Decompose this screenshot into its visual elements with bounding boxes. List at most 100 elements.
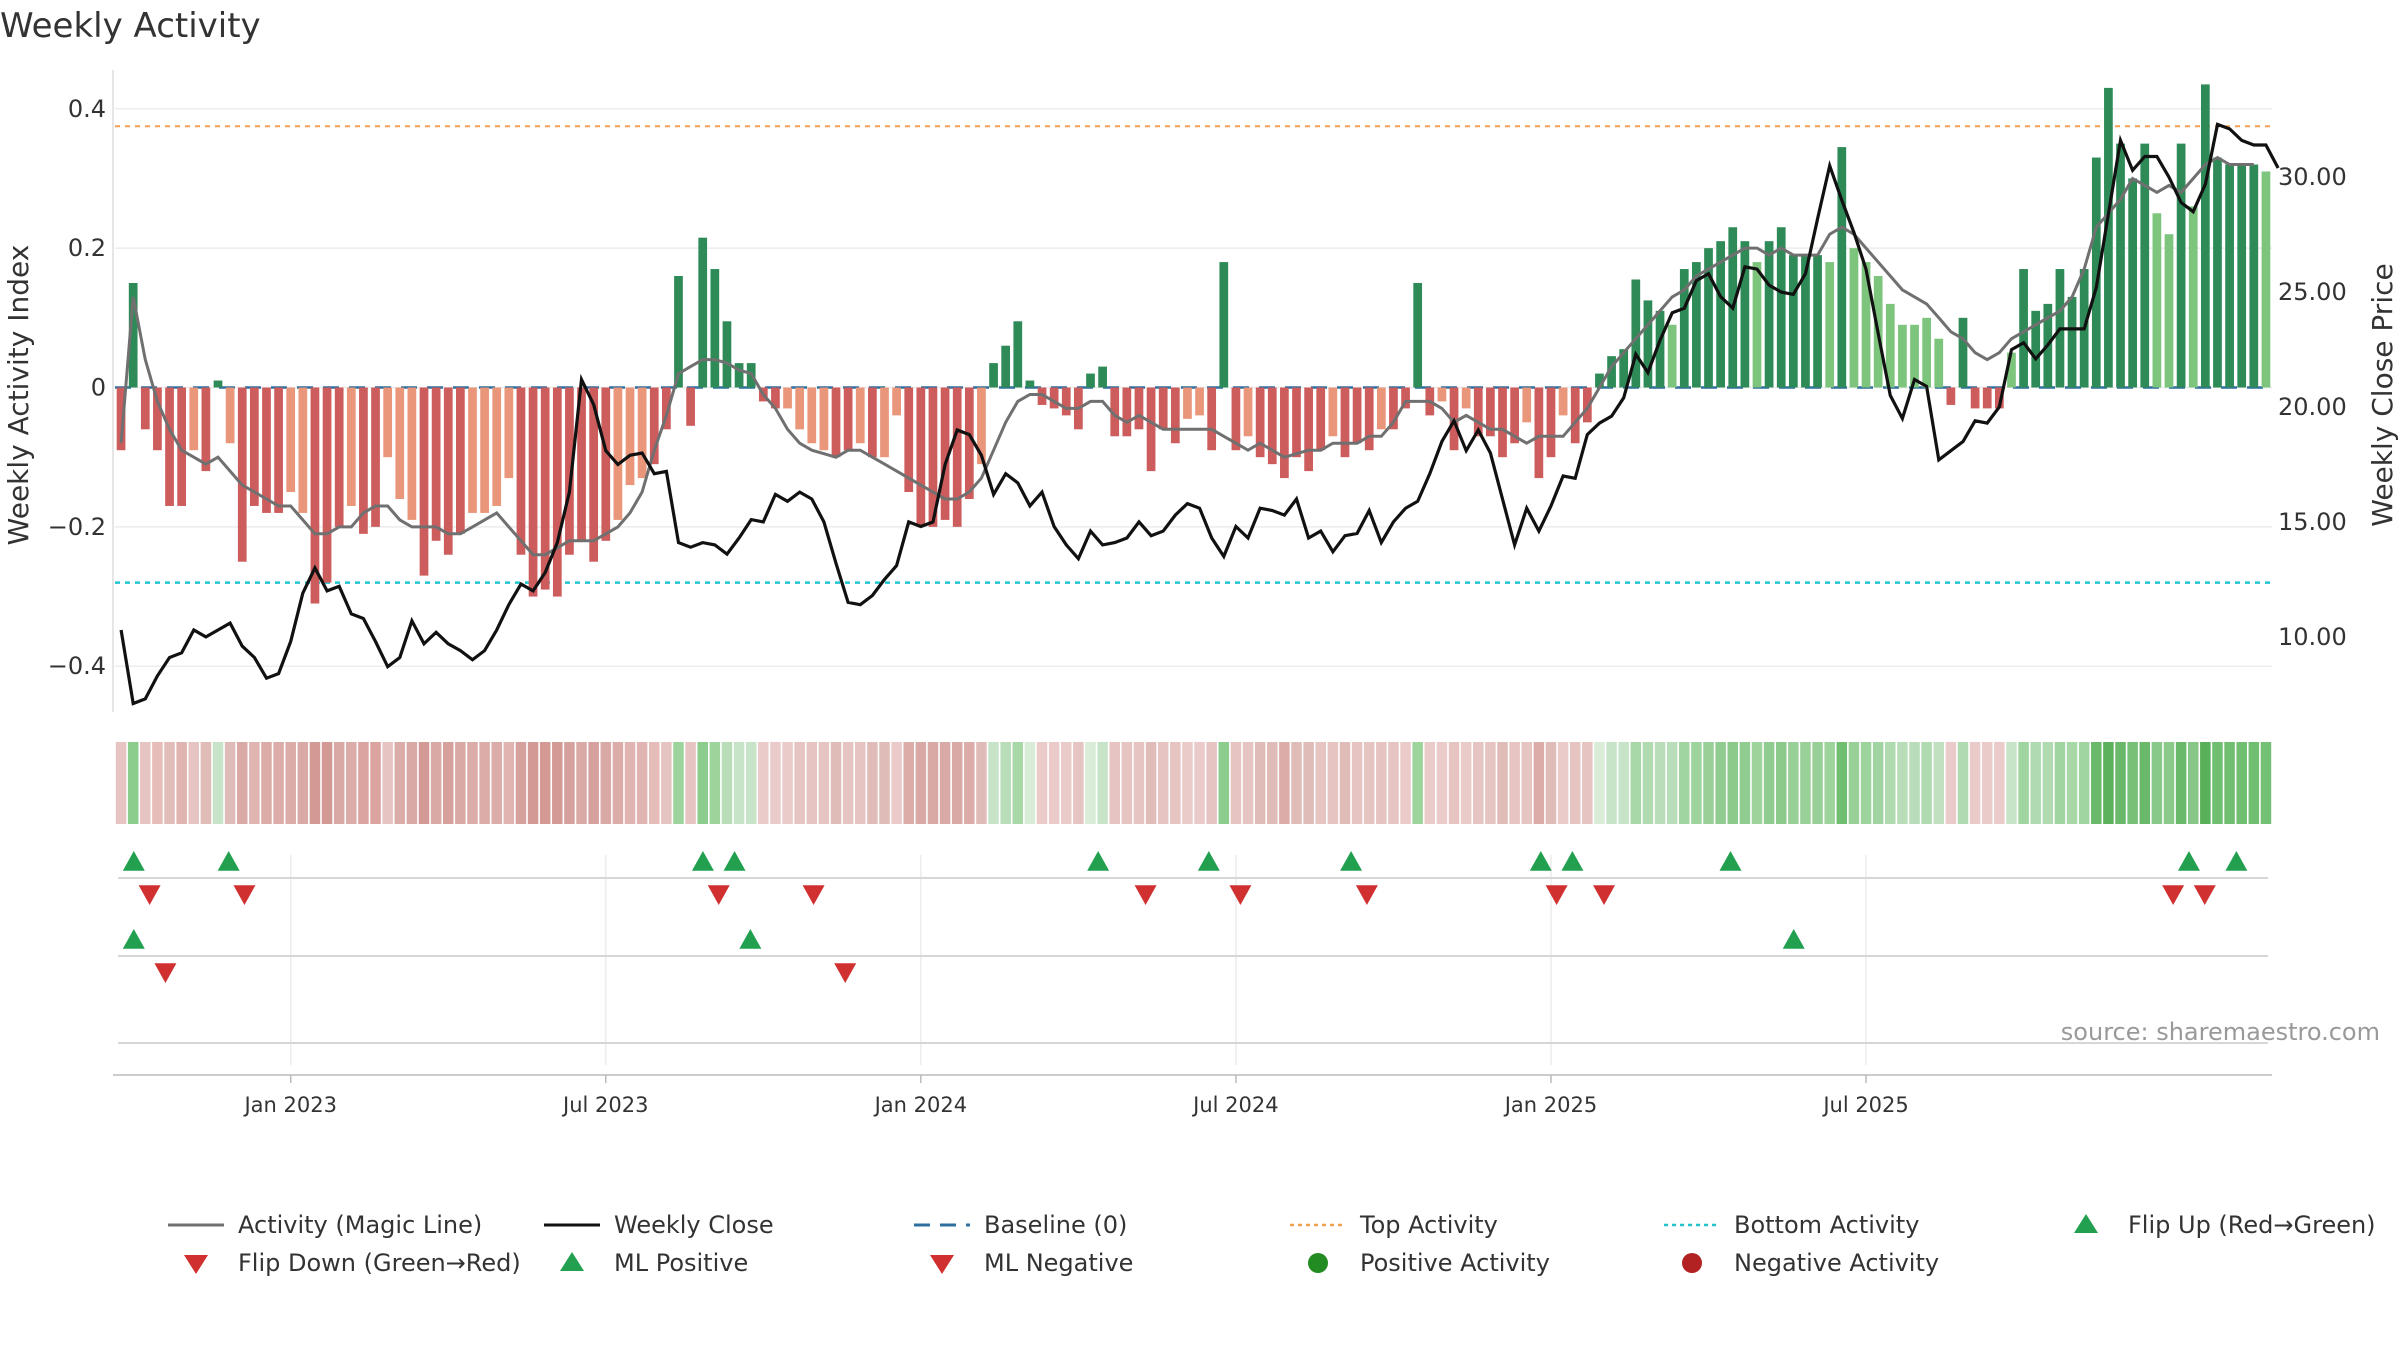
strip-cell [1388,742,1399,824]
legend-swatch [2074,1214,2098,1233]
y-axis-ticks: 0.4 0.2 0 −0.2 −0.4 [48,95,106,680]
strip-cell [842,742,854,824]
strip-cell [2115,742,2126,824]
strip-cell [527,742,539,824]
strip-cell [2018,742,2029,824]
strip-cell [1727,742,1739,824]
strip-cell [1594,742,1605,824]
strip-cell [455,742,466,824]
flip-down-marker [138,885,161,905]
flip-down-marker [2162,885,2185,905]
strip-cell [539,742,551,824]
legend-entry: ML Negative [930,1249,1133,1277]
strip-cell [1351,742,1363,824]
strip-cell [1012,742,1024,824]
activity-bar [952,387,962,527]
strip-cell [1788,742,1799,824]
strip-cell [564,742,575,824]
activity-bar [710,269,720,388]
strip-cell [927,742,939,824]
strip-cell [1618,742,1629,824]
y-tick-label: 0 [91,374,106,402]
activity-bar [698,237,708,388]
activity-bar [2200,84,2210,388]
activity-bar [116,387,126,451]
strip-cell [1824,742,1835,824]
activity-bar [1910,324,1919,388]
activity-bar [274,387,283,513]
activity-bar [431,387,441,541]
strip-cell [758,742,769,824]
strip-cell [1885,742,1896,824]
strip-cell [1303,742,1314,824]
activity-bar [686,387,695,426]
y-axis-label: Weekly Activity Index [2,245,35,546]
ml-positive-marker [122,929,145,949]
strip-cell [1242,742,1254,824]
strip-cell [1170,742,1181,824]
strip-cell [1230,742,1242,824]
strip-cell [1800,742,1811,824]
strip-cell [176,742,187,824]
strip-cell [418,742,430,824]
strip-cell [1909,742,1920,824]
strip-cell [164,742,175,824]
activity-bar [577,387,586,541]
activity-bar [1122,387,1132,437]
flip-down-marker [802,885,825,905]
strip-cell [1473,742,1484,824]
activity-bar [1643,300,1653,388]
activity-bar [1595,373,1604,388]
strip-cell [2030,742,2041,824]
legend-entry: Bottom Activity [1664,1211,1919,1239]
activity-bar [637,387,647,479]
y2-tick-label: 25.00 [2278,278,2347,306]
strip-cell [406,742,418,824]
flip-up-marker [1719,851,1742,871]
x-tick-label: Jul 2024 [1191,1093,1278,1117]
activity-bar [2116,143,2125,388]
strip-cell [1145,742,1157,824]
x-tick-label: Jan 2024 [873,1093,968,1117]
x-tick-label: Jul 2023 [561,1093,648,1117]
strip-cell [1872,742,1884,824]
activity-bar [2128,178,2138,388]
activity-bars [116,84,2271,604]
activity-bar [892,387,901,416]
activity-bar [1970,387,1980,409]
strip-cell [333,742,345,824]
legend-entry: Positive Activity [1308,1249,1550,1277]
legend-swatch [1682,1253,1702,1273]
strip-cell [1194,742,1205,824]
activity-bar [1389,387,1398,430]
strip-cell [127,742,139,824]
strip-cell [1921,742,1932,824]
strip-cell [249,742,260,824]
activity-bar [1655,310,1665,388]
strip-cell [1945,742,1957,824]
activity-bar [1231,387,1241,451]
strip-cell [685,742,696,824]
strip-cell [1981,742,1993,824]
activity-bar [2261,171,2271,388]
activity-bar [516,387,526,555]
activity-bar [855,387,865,444]
legend-label: Positive Activity [1360,1249,1550,1277]
strip-cell [2260,742,2272,824]
strip-cell [140,742,151,824]
strip-cell [309,742,321,824]
strip-cell [988,742,999,824]
strip-cell [1218,742,1230,824]
activity-bar [1158,387,1168,430]
flip-up-marker [691,851,714,871]
strip-cell [261,742,272,824]
activity-bar [1049,387,1059,409]
activity-bar [1364,387,1374,451]
strip-cell [576,742,587,824]
strip-cell [1775,742,1787,824]
legend-entry: Flip Up (Red→Green) [2074,1211,2376,1239]
source-note: source: sharemaestro.com [2061,1018,2380,1046]
activity-bar [601,387,611,541]
strip-cell [1412,742,1423,824]
